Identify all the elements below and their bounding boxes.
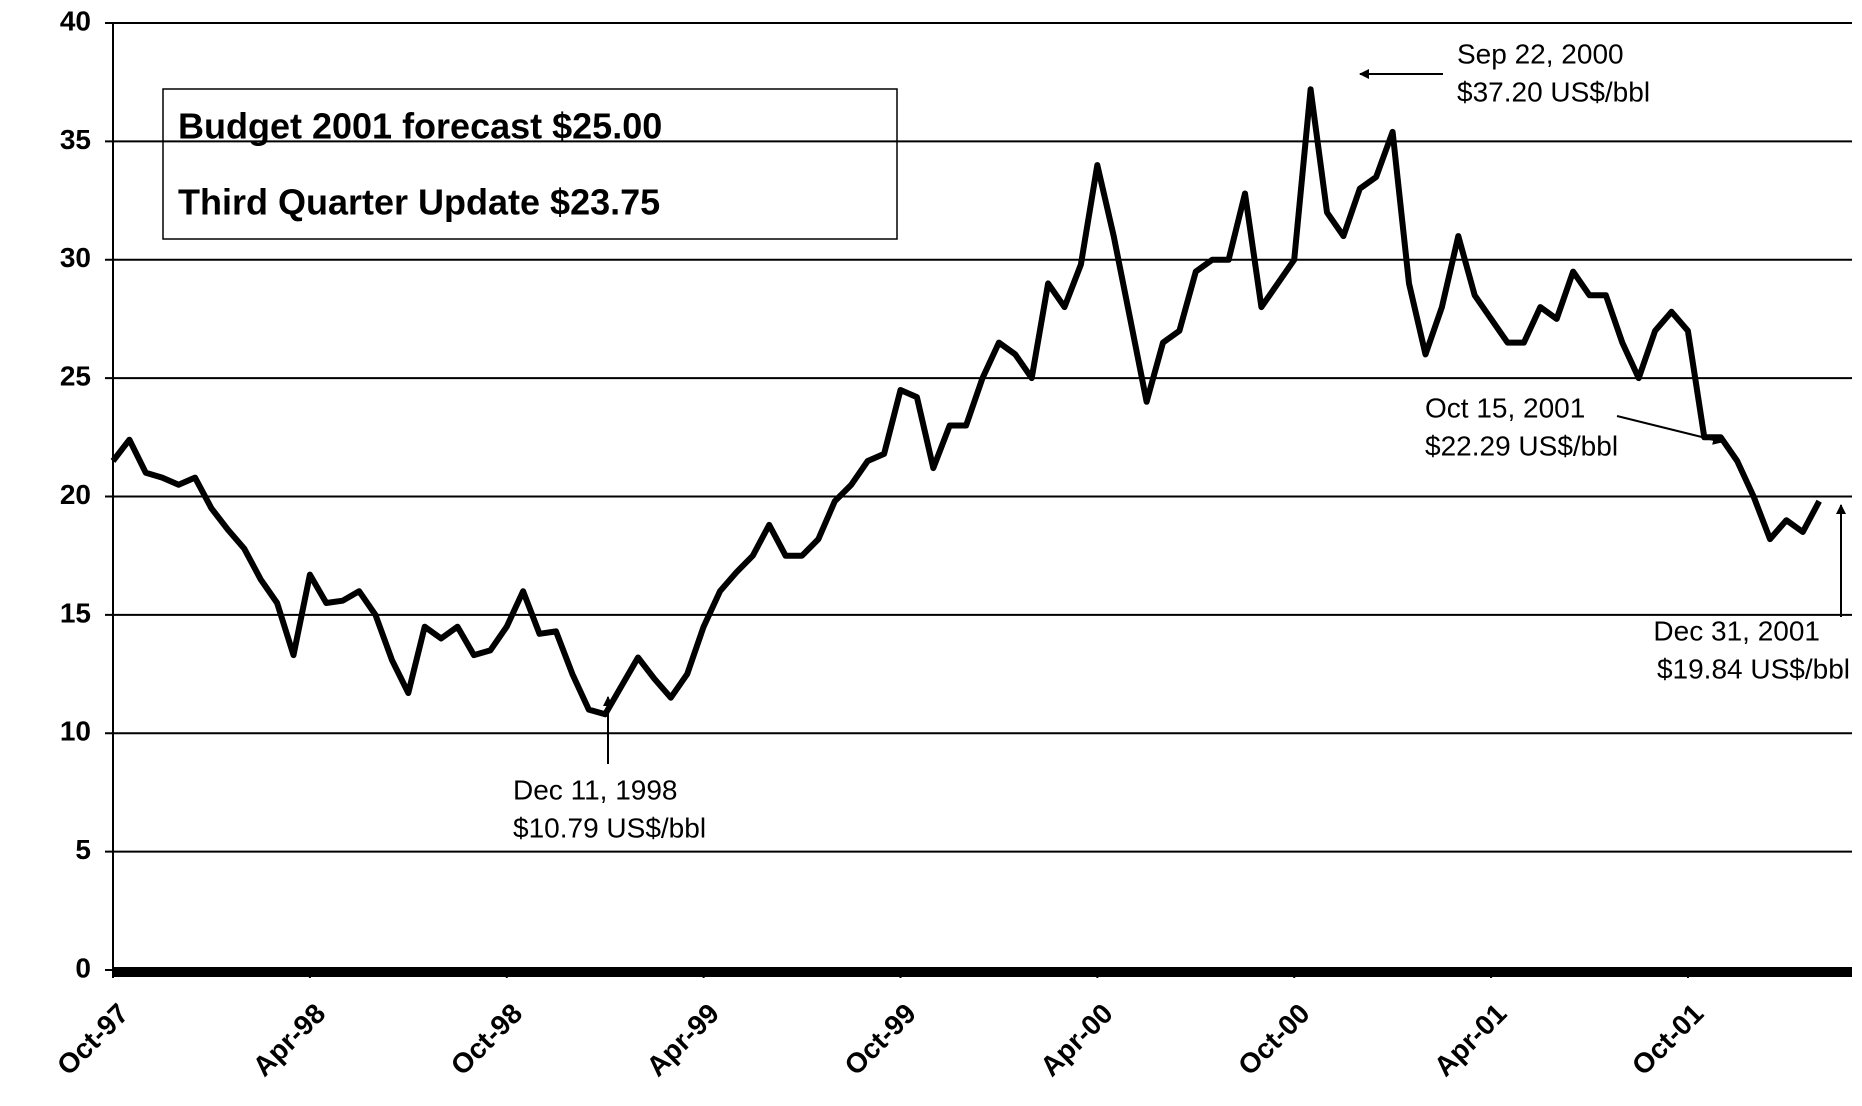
price-line bbox=[110, 86, 1822, 718]
x-tick-label: Oct-00 bbox=[1232, 998, 1316, 1082]
y-tick-label: 25 bbox=[60, 361, 91, 392]
x-axis-band bbox=[113, 967, 1852, 977]
text-box-line: Third Quarter Update $23.75 bbox=[178, 182, 660, 223]
x-tick-label: Oct-99 bbox=[838, 998, 922, 1082]
text-box bbox=[162, 88, 898, 240]
annotation: Dec 11, 1998 bbox=[513, 774, 678, 805]
y-tick-label: 15 bbox=[60, 597, 91, 628]
x-tick-label: Apr-01 bbox=[1428, 998, 1513, 1083]
x-tick-label: Oct-98 bbox=[445, 998, 529, 1082]
y-tick-label: 30 bbox=[60, 242, 91, 273]
x-tick-label: Apr-00 bbox=[1034, 998, 1119, 1083]
annotation: Oct 15, 2001 bbox=[1425, 392, 1585, 423]
annotation: $37.20 US$/bbl bbox=[1457, 76, 1650, 107]
annotation: Sep 22, 2000 bbox=[1457, 38, 1624, 69]
y-tick-label: 0 bbox=[75, 952, 91, 983]
y-tick-label: 40 bbox=[60, 5, 91, 36]
x-tick-label: Oct-97 bbox=[51, 998, 135, 1082]
y-tick-label: 20 bbox=[60, 479, 91, 510]
y-tick-label: 5 bbox=[75, 834, 91, 865]
x-tick-label: Apr-99 bbox=[640, 998, 725, 1083]
annotation: $19.84 US$/bbl bbox=[1657, 653, 1850, 684]
text-box-line: Budget 2001 forecast $25.00 bbox=[178, 106, 662, 147]
x-tick-label: Oct-01 bbox=[1626, 998, 1710, 1082]
annotation: $22.29 US$/bbl bbox=[1425, 430, 1618, 461]
y-tick-label: 35 bbox=[60, 124, 91, 155]
annotation: $10.79 US$/bbl bbox=[513, 812, 706, 843]
x-tick-label: Apr-98 bbox=[247, 998, 332, 1083]
y-tick-label: 10 bbox=[60, 716, 91, 747]
annotation: Dec 31, 2001 bbox=[1653, 615, 1820, 646]
